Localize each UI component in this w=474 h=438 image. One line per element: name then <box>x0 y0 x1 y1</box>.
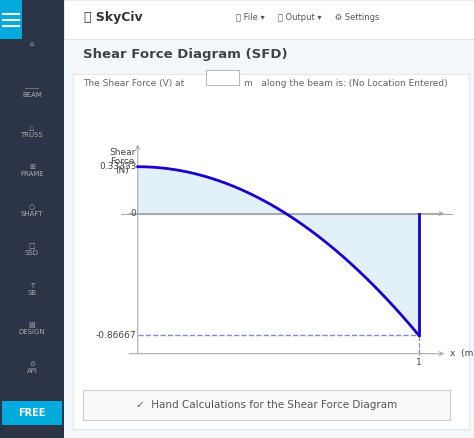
Text: ――
BEAM: ―― BEAM <box>22 85 42 99</box>
Text: ▤
DESIGN: ▤ DESIGN <box>18 322 46 335</box>
Text: 📄 File ▾     🖥 Output ▾     ⚙ Settings: 📄 File ▾ 🖥 Output ▾ ⚙ Settings <box>236 13 380 22</box>
Text: ○
SHAFT: ○ SHAFT <box>21 204 43 217</box>
Text: ⌂: ⌂ <box>30 41 34 47</box>
Text: x  (m): x (m) <box>450 349 474 358</box>
Text: The Shear Force (V) at: The Shear Force (V) at <box>83 79 184 88</box>
Text: 0.33333: 0.33333 <box>99 162 137 171</box>
Text: ✓  Hand Calculations for the Shear Force Diagram: ✓ Hand Calculations for the Shear Force … <box>136 400 397 410</box>
Text: ⊙
API: ⊙ API <box>27 361 37 374</box>
Text: (N): (N) <box>115 166 129 176</box>
Text: m   along the beam is: (No Location Entered): m along the beam is: (No Location Entere… <box>244 79 448 88</box>
Text: Shear Force Diagram (SFD): Shear Force Diagram (SFD) <box>83 48 288 61</box>
Text: FREE: FREE <box>18 408 46 418</box>
Text: Shear: Shear <box>109 148 136 157</box>
Text: 0: 0 <box>130 209 137 218</box>
Text: 🐴 SkyCiv: 🐴 SkyCiv <box>84 11 143 24</box>
Text: □
SSD: □ SSD <box>25 243 39 256</box>
Text: △
TRUSS: △ TRUSS <box>20 125 44 138</box>
Text: T
SB: T SB <box>27 283 36 296</box>
Text: Force: Force <box>110 157 135 166</box>
Text: ⊞
FRAME: ⊞ FRAME <box>20 164 44 177</box>
Text: 1: 1 <box>416 358 422 367</box>
Text: -0.86667: -0.86667 <box>96 331 137 340</box>
